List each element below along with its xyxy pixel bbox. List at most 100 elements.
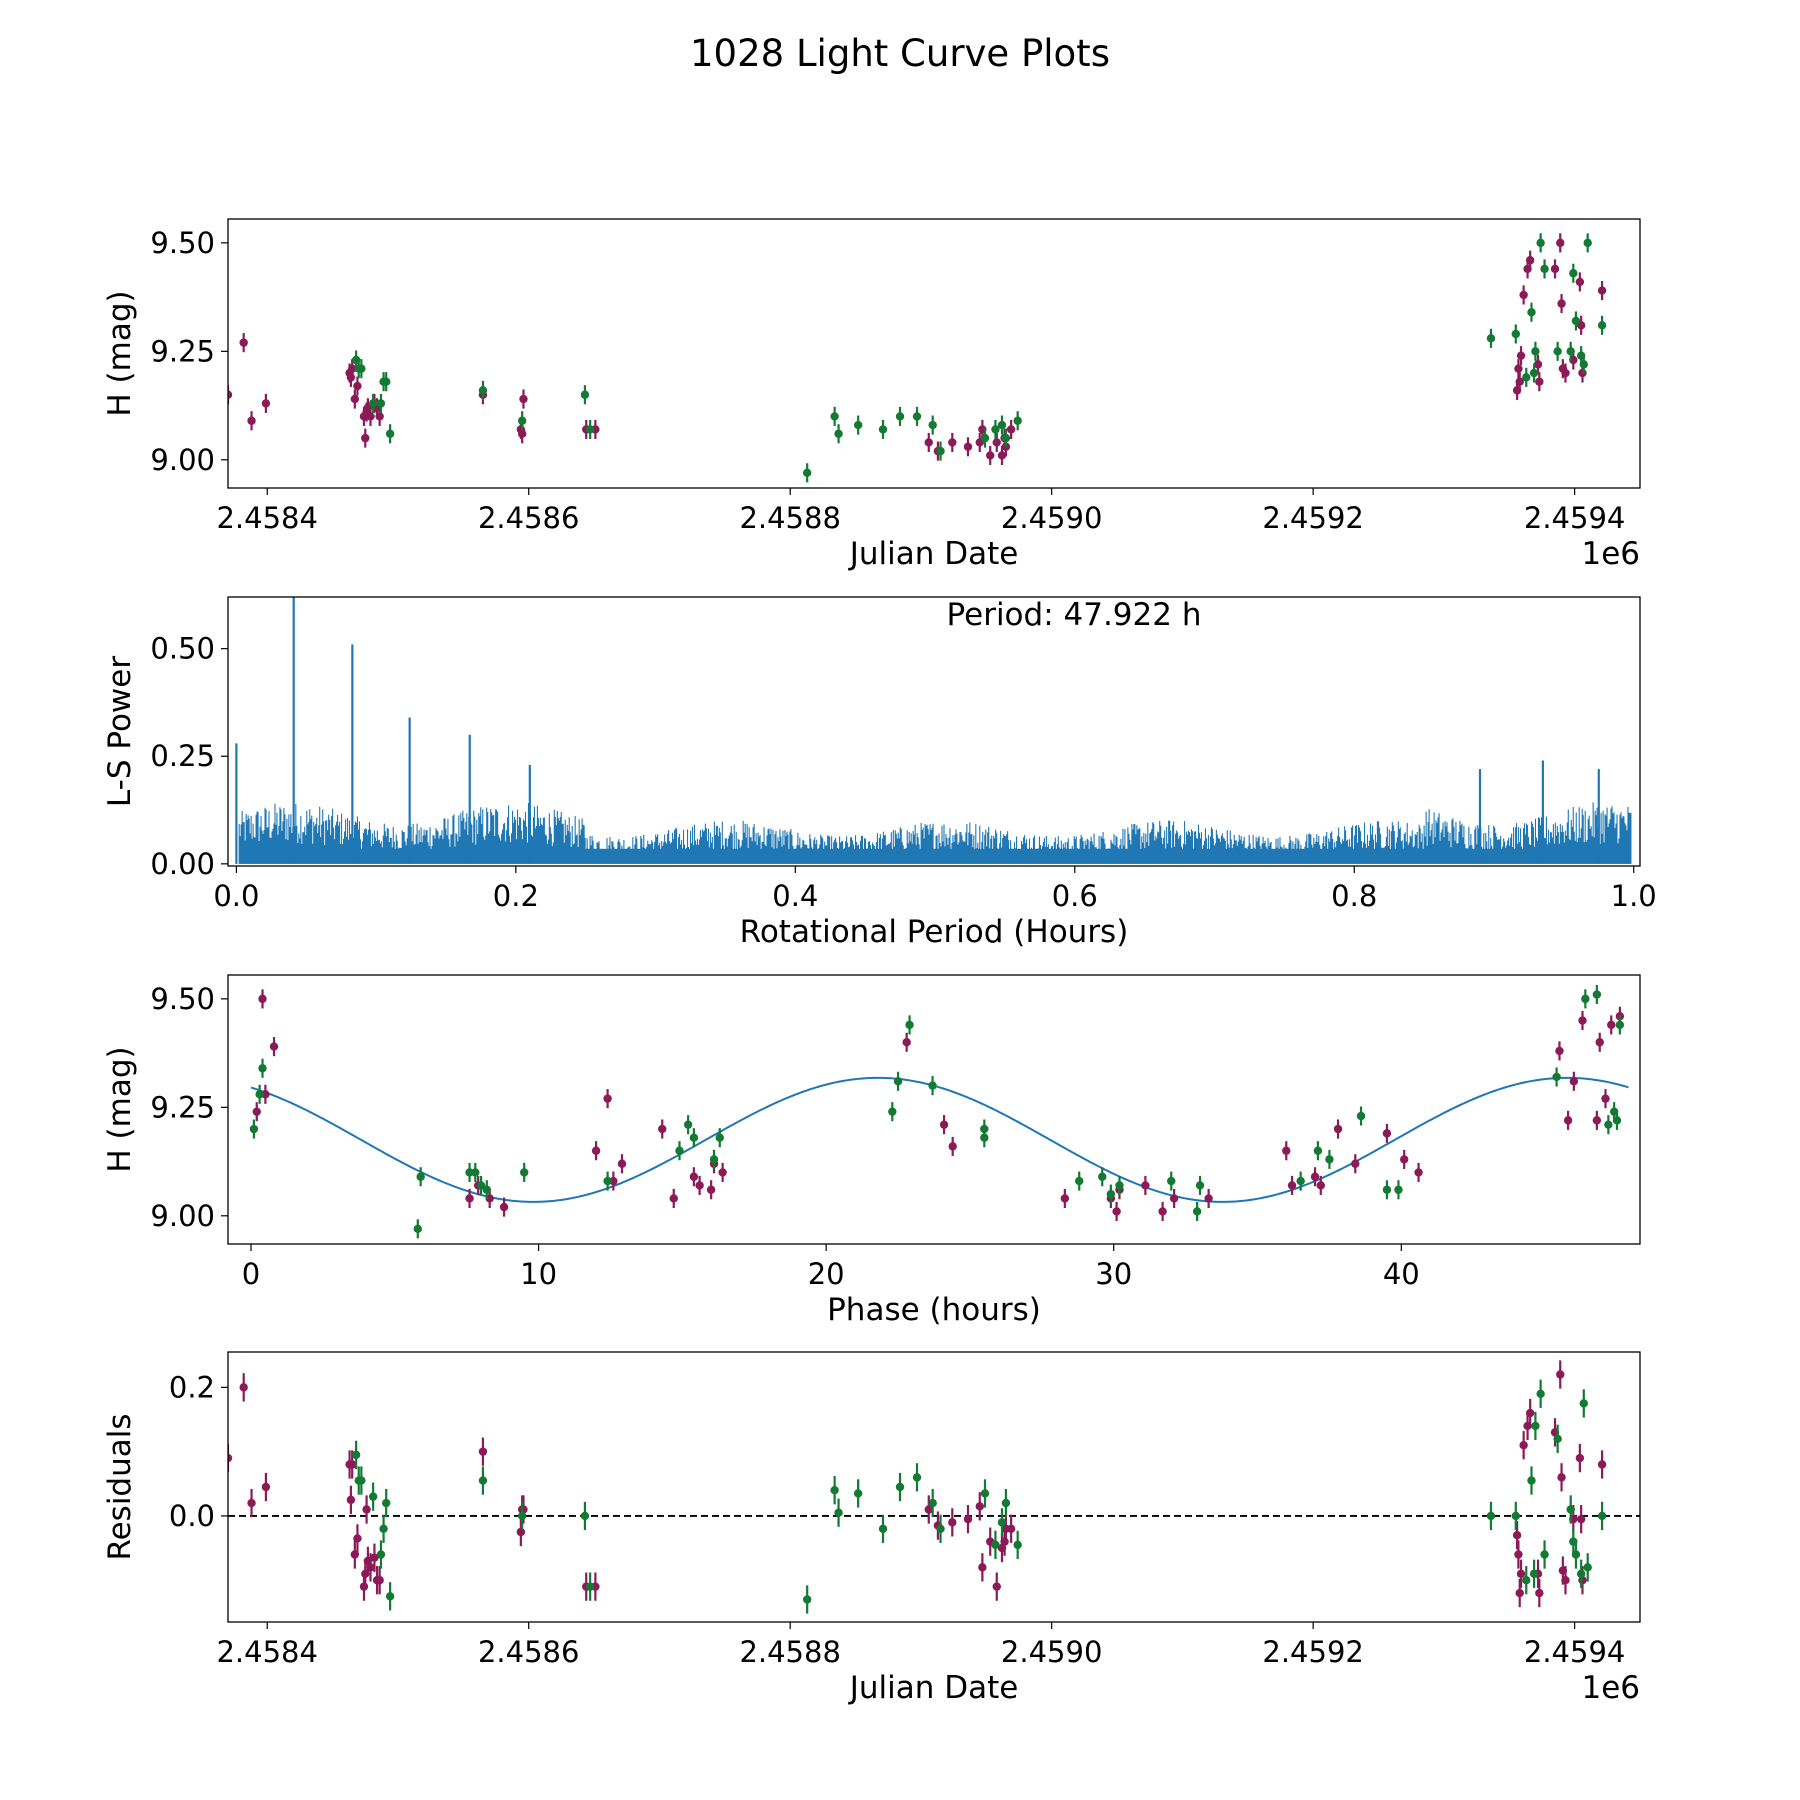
- green-data-point: [912, 1473, 922, 1482]
- magenta-data-point: [353, 381, 362, 391]
- light-curve-panel: 2.4584 2.4586 2.4588 2.4590 2.4592 2.4594 9.00…: [102, 218, 1641, 572]
- green-data-point: [683, 1120, 693, 1129]
- green-data-point: [1576, 1569, 1586, 1578]
- magenta-data-point: [1512, 1531, 1522, 1540]
- green-data-point: [1552, 1072, 1561, 1082]
- x-tick-label: 2.4590: [1001, 501, 1102, 535]
- magenta-data-point: [1550, 264, 1560, 274]
- green-data-point: [385, 1592, 395, 1601]
- green-data-point: [1566, 347, 1575, 356]
- green-data-point: [1325, 1155, 1334, 1164]
- magenta-data-point: [1060, 1194, 1070, 1203]
- x-tick-label: 2.4584: [216, 1635, 317, 1669]
- magenta-data-point: [1563, 1116, 1573, 1125]
- y-tick-label: 0.00: [150, 847, 215, 881]
- x-tick-label: 2.4588: [739, 1635, 840, 1669]
- x-tick-label: 20: [808, 1257, 845, 1291]
- figure-title: 1028 Light Curve Plots: [690, 32, 1110, 75]
- magenta-data-point: [609, 1176, 618, 1186]
- green-data-point: [853, 420, 863, 430]
- green-data-point: [580, 390, 590, 399]
- green-data-point: [888, 1107, 897, 1116]
- magenta-data-point: [478, 1447, 488, 1456]
- x-tick-label: 2.4584: [216, 501, 317, 535]
- residuals-panel: 2.4584 2.4586 2.4588 2.4590 2.4592 2.4594 0.0 0…: [102, 1351, 1641, 1706]
- green-data-point: [416, 1172, 425, 1181]
- magenta-data-point: [1351, 1159, 1360, 1168]
- plot-area: [235, 597, 1632, 864]
- y-axis-label: Residuals: [102, 1413, 138, 1560]
- green-data-point: [1553, 1434, 1562, 1443]
- green-data-point: [478, 1476, 488, 1485]
- x-offset-text: 1e6: [1581, 536, 1640, 572]
- green-data-point: [1553, 347, 1562, 356]
- green-data-point: [1615, 1020, 1625, 1030]
- green-data-point: [1579, 360, 1588, 369]
- plot-area: [228, 233, 1607, 483]
- green-data-point: [980, 1489, 990, 1498]
- x-tick-label: 2.4592: [1262, 501, 1363, 535]
- magenta-data-point: [239, 1383, 248, 1392]
- x-axis-label: Julian Date: [848, 536, 1019, 572]
- green-data-point: [603, 1176, 612, 1186]
- magenta-data-point: [1333, 1124, 1343, 1134]
- x-axis-label: Phase (hours): [827, 1292, 1041, 1328]
- magenta-data-point: [1399, 1155, 1409, 1164]
- x-tick-label: 0.0: [213, 879, 259, 913]
- magenta-data-point: [1525, 1408, 1535, 1418]
- magenta-data-point: [1597, 1460, 1607, 1469]
- green-data-point: [991, 425, 1000, 434]
- magenta-data-point: [1287, 1181, 1297, 1190]
- x-tick-label: 2.4588: [739, 501, 840, 535]
- green-data-point: [1394, 1185, 1403, 1194]
- magenta-data-point: [1382, 1129, 1392, 1138]
- green-data-point: [928, 420, 937, 430]
- green-data-point: [1604, 1120, 1613, 1129]
- magenta-data-point: [1575, 277, 1585, 287]
- green-data-point: [1013, 1540, 1022, 1550]
- magenta-data-point: [348, 1460, 357, 1469]
- magenta-data-point: [1112, 1207, 1121, 1216]
- magenta-data-point: [948, 438, 957, 447]
- green-data-point: [357, 1476, 366, 1485]
- green-data-point: [471, 1168, 480, 1177]
- green-data-point: [1522, 1576, 1531, 1585]
- green-data-point: [585, 425, 595, 434]
- green-data-point: [802, 1595, 812, 1604]
- green-data-point: [1098, 1172, 1107, 1181]
- magenta-data-point: [1310, 1172, 1320, 1181]
- green-data-point: [1597, 1511, 1607, 1521]
- magenta-data-point: [978, 1563, 987, 1572]
- magenta-data-point: [1533, 360, 1543, 369]
- green-data-point: [381, 1498, 391, 1508]
- green-data-point: [1511, 329, 1520, 339]
- plot-area: [249, 984, 1629, 1239]
- green-data-point: [1571, 316, 1581, 326]
- green-data-point: [1531, 347, 1540, 356]
- x-axis-label: Rotational Period (Hours): [740, 914, 1129, 950]
- magenta-data-point: [986, 451, 995, 460]
- magenta-data-point: [375, 412, 384, 421]
- green-data-point: [1013, 416, 1022, 425]
- green-data-point: [853, 1489, 863, 1498]
- y-tick-label: 9.00: [150, 1199, 215, 1233]
- magenta-data-point: [1006, 425, 1016, 434]
- x-tick-label: 2.4586: [478, 501, 579, 535]
- magenta-data-point: [1515, 1588, 1524, 1598]
- green-data-point: [465, 1168, 474, 1177]
- magenta-data-point: [617, 1159, 627, 1168]
- x-tick-label: 0.4: [772, 879, 818, 913]
- x-tick-label: 0.6: [1052, 879, 1098, 913]
- y-axis-label: H (mag): [102, 290, 138, 416]
- magenta-data-point: [1000, 1537, 1009, 1546]
- magenta-data-point: [1525, 256, 1535, 265]
- green-data-point: [517, 416, 527, 425]
- y-axis-label: H (mag): [102, 1046, 138, 1172]
- magenta-data-point: [1561, 368, 1570, 378]
- magenta-data-point: [499, 1202, 509, 1212]
- green-data-point: [1583, 238, 1592, 248]
- green-data-point: [379, 1524, 388, 1533]
- y-tick-label: 9.00: [150, 443, 215, 477]
- magenta-data-point: [228, 390, 233, 399]
- magenta-data-point: [1557, 1473, 1566, 1482]
